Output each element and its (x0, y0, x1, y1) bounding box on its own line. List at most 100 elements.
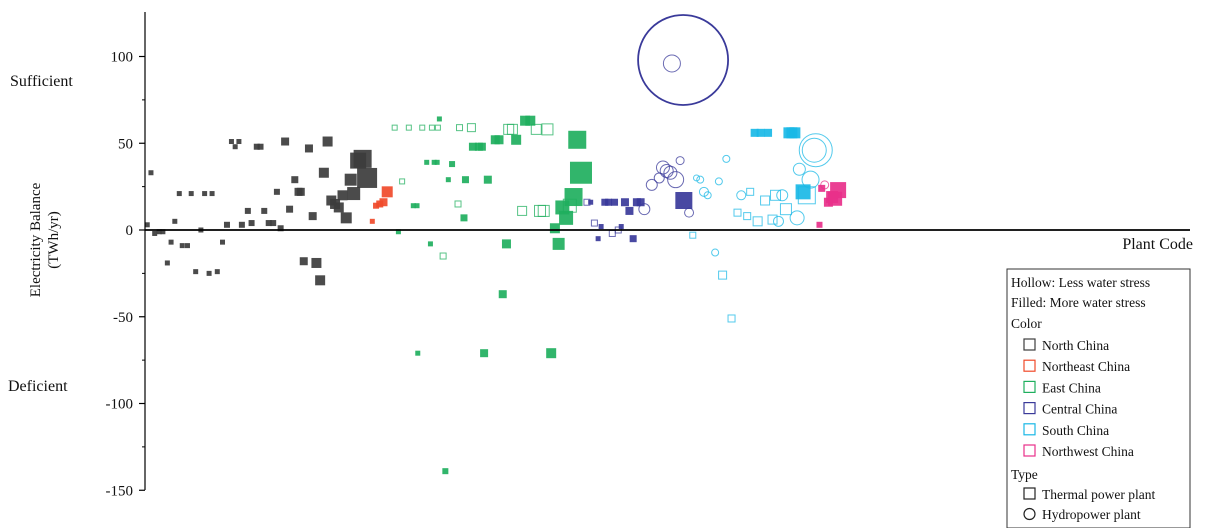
data-point (655, 160, 670, 175)
data-point (601, 198, 609, 206)
legend-regions: North China Northeast China East China Cent… (1023, 338, 1134, 459)
data-point (415, 350, 421, 356)
data-point (296, 187, 305, 196)
data-point (711, 248, 720, 257)
y-tick-label: -50 (113, 310, 133, 326)
data-point (188, 191, 194, 197)
data-point (304, 144, 313, 153)
data-point (798, 133, 833, 168)
legend-region-label: South China (1042, 423, 1109, 438)
legend-box (1006, 268, 1191, 528)
data-point (568, 130, 587, 149)
legend-type-hydro: Hydropower plant (1042, 507, 1141, 522)
data-point (344, 173, 357, 186)
data-point (322, 136, 333, 147)
data-point (537, 204, 550, 217)
data-point (662, 54, 681, 73)
data-point (427, 241, 433, 247)
data-point (559, 210, 574, 225)
data-point (746, 187, 755, 196)
data-point (152, 230, 158, 236)
y-tick-label: -150 (106, 483, 134, 499)
data-point (202, 191, 208, 197)
data-point (618, 224, 624, 230)
data-point (193, 269, 199, 275)
legend-swatch (1023, 338, 1036, 351)
legend-swatch (1023, 423, 1036, 436)
legend-region-label: Central China (1042, 402, 1117, 417)
legend-type-thermal: Thermal power plant (1042, 487, 1155, 502)
data-point (318, 167, 329, 178)
legend-color-heading: Color (1011, 316, 1042, 331)
data-point (184, 243, 190, 249)
legend-region-label: Northwest China (1042, 444, 1134, 459)
data-point (168, 239, 174, 245)
data-point (273, 188, 280, 195)
data-point (270, 220, 277, 227)
data-point (144, 222, 150, 228)
data-point (498, 290, 507, 299)
data-point (605, 198, 613, 206)
data-point (431, 159, 437, 165)
data-point (232, 144, 238, 150)
data-point (405, 124, 412, 131)
data-point (442, 468, 449, 475)
data-point (156, 229, 162, 235)
data-point (767, 214, 778, 225)
data-point (461, 176, 469, 184)
data-point (299, 257, 308, 266)
data-point (454, 200, 462, 208)
legend-swatch (1023, 359, 1036, 372)
legend-region-label: Northeast China (1042, 359, 1130, 374)
data-point (764, 128, 773, 137)
data-point (830, 182, 847, 199)
data-point (541, 123, 554, 136)
data-point (424, 159, 430, 165)
data-point (445, 177, 451, 183)
legend-type-heading: Type (1011, 467, 1038, 482)
data-point (795, 184, 811, 200)
data-point (608, 229, 616, 237)
data-point (468, 142, 477, 151)
data-point (281, 137, 290, 146)
data-point (722, 154, 731, 163)
data-point (525, 115, 536, 126)
data-point (789, 210, 805, 226)
data-point (549, 223, 560, 234)
data-point (337, 190, 348, 201)
data-point (456, 124, 464, 132)
legend-hollow-note: Hollow: Less water stress (1011, 275, 1150, 290)
data-point (308, 212, 317, 221)
data-point (506, 123, 518, 135)
annotation-sufficient: Sufficient (10, 73, 73, 90)
data-point (552, 237, 565, 250)
annotation-deficient: Deficient (8, 378, 68, 395)
data-point (483, 175, 492, 184)
data-point (534, 204, 546, 217)
data-point (667, 171, 685, 189)
data-point (265, 220, 272, 227)
data-point (801, 170, 820, 189)
y-ticks: 100 50 0 -50 -100 -150 (106, 50, 145, 499)
data-point (675, 156, 685, 166)
data-point (248, 220, 255, 227)
y-tick-label: 50 (118, 136, 133, 152)
data-point (399, 178, 406, 185)
data-point (770, 189, 782, 201)
data-point (353, 149, 372, 168)
data-point (714, 177, 723, 186)
data-point (743, 212, 752, 221)
data-point (703, 191, 712, 200)
data-point (816, 221, 823, 228)
data-point (480, 349, 489, 358)
data-point (357, 167, 378, 188)
axes: 100 50 0 -50 -100 -150 (106, 12, 1190, 499)
data-point (369, 218, 375, 224)
data-point (511, 134, 522, 145)
data-point (818, 184, 826, 192)
data-point (220, 239, 226, 245)
data-point (277, 225, 284, 232)
legend-filled-note: Filled: More water stress (1011, 295, 1146, 310)
y-axis-label-line1: Electricity Balance (28, 182, 44, 297)
data-point (379, 198, 388, 207)
